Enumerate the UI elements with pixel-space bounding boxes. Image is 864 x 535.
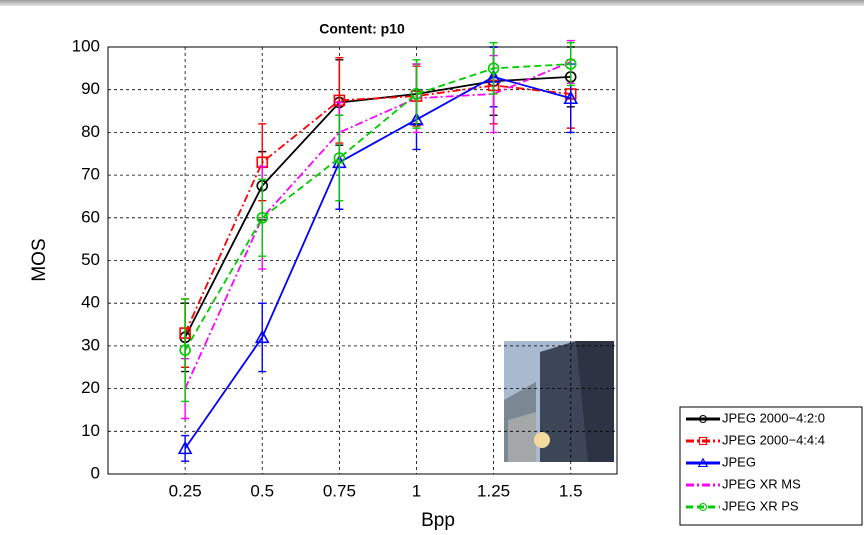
data-point xyxy=(563,90,579,105)
legend-label: JPEG 2000−4:2:0 xyxy=(722,410,825,425)
series-line xyxy=(184,75,571,449)
data-point xyxy=(179,344,191,356)
error-bar xyxy=(181,434,190,462)
x-tick-label: 0.5 xyxy=(250,481,274,500)
data-point xyxy=(254,329,270,344)
data-point xyxy=(256,212,269,224)
legend-label: JPEG XR MS xyxy=(722,476,801,491)
series-line xyxy=(184,75,571,338)
y-tick-label: 40 xyxy=(81,293,100,312)
inset-photo xyxy=(504,341,614,462)
window-bar xyxy=(0,0,864,6)
data-point xyxy=(487,62,500,75)
x-tick-label: 0.75 xyxy=(323,481,356,500)
legend-box xyxy=(679,406,863,526)
data-point xyxy=(564,58,577,70)
legend-marker xyxy=(697,457,709,468)
y-tick-label: 10 xyxy=(81,421,100,440)
chart-title: Content: p10 xyxy=(319,21,405,37)
y-tick-label: 30 xyxy=(81,335,100,354)
legend: JPEG 2000−4:2:0 JPEG 2000−4:4:4 JPEG JPEG X… xyxy=(679,406,863,526)
y-tick-label: 20 xyxy=(81,378,100,397)
y-axis-label: MOS xyxy=(29,238,50,281)
error-bar xyxy=(412,59,421,129)
data-point xyxy=(333,152,346,164)
series-line xyxy=(184,63,571,351)
x-tick-label: 1 xyxy=(412,481,421,500)
x-tick-label: 0.25 xyxy=(169,481,202,500)
series-line xyxy=(184,84,571,334)
y-tick-label: 100 xyxy=(72,36,100,55)
plot-frame xyxy=(107,46,618,475)
x-tick-label: 1.5 xyxy=(559,481,583,500)
error-bar xyxy=(258,178,267,257)
legend-marker xyxy=(698,414,708,424)
data-point xyxy=(177,440,193,455)
y-tick-label: 90 xyxy=(81,79,100,98)
legend-marker xyxy=(698,436,708,446)
data-point xyxy=(410,88,423,100)
series xyxy=(179,42,577,403)
x-axis-label: Bpp xyxy=(421,510,455,531)
y-tick-label: 60 xyxy=(81,207,100,226)
y-tick-label: 80 xyxy=(81,122,100,141)
legend-label: JPEG xyxy=(722,454,756,469)
series xyxy=(179,46,577,373)
error-bar xyxy=(335,114,344,202)
y-tick-label: 50 xyxy=(81,250,100,269)
x-tick-label: 1.25 xyxy=(477,481,510,500)
legend-label: JPEG 2000−4:4:4 xyxy=(722,432,825,447)
legend-marker xyxy=(698,502,708,512)
series xyxy=(179,46,577,368)
y-tick-label: 70 xyxy=(81,165,100,184)
y-tick-label: 0 xyxy=(91,463,100,482)
series-line xyxy=(184,61,572,389)
error-bar xyxy=(181,298,190,403)
legend-label: JPEG XR PS xyxy=(722,498,799,513)
